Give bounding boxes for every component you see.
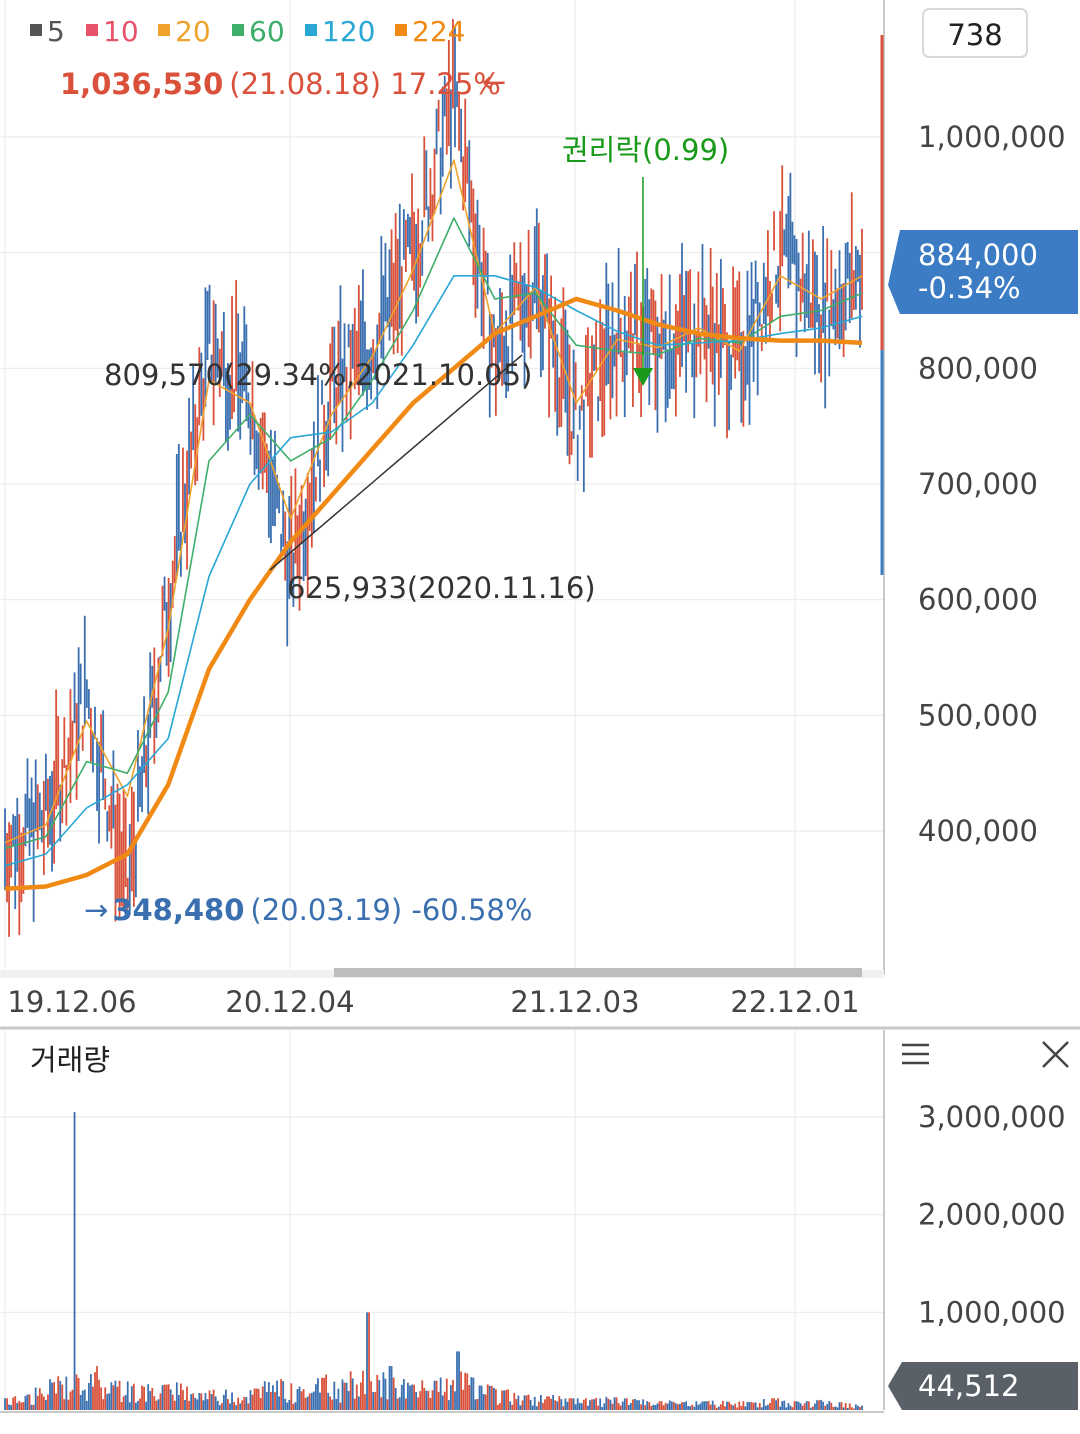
legend-swatch bbox=[232, 24, 244, 36]
price-y-tick-label: 700,000 bbox=[918, 467, 1038, 501]
close-icon[interactable] bbox=[1035, 1035, 1075, 1075]
scrollbar-thumb[interactable] bbox=[334, 968, 862, 977]
x-axis-label: 20.12.04 bbox=[225, 985, 354, 1019]
high-price-arrow: ← bbox=[482, 65, 506, 99]
trend-line bbox=[269, 354, 523, 571]
ma-line-20 bbox=[4, 159, 863, 844]
ma-line-60 bbox=[4, 217, 863, 850]
volume-panel-title: 거래량 bbox=[30, 1043, 110, 1077]
legend-item-20[interactable]: 20 bbox=[158, 15, 211, 48]
x-axis-label: 19.12.06 bbox=[7, 985, 136, 1019]
price-y-tick-label: 400,000 bbox=[918, 814, 1038, 848]
legend-item-60[interactable]: 60 bbox=[232, 15, 285, 48]
legend-swatch bbox=[395, 24, 407, 36]
ma-line-120 bbox=[4, 274, 863, 867]
ma-legend: 5 10 20 60 120 224 bbox=[30, 15, 465, 48]
legend-item-5[interactable]: 5 bbox=[30, 15, 65, 48]
volume-grid bbox=[0, 1030, 884, 1410]
high-price-annotation: 1,036,530 (21.08.18) 17.25% bbox=[60, 67, 501, 101]
volume-panel[interactable]: 거래량 bbox=[0, 1030, 884, 1410]
current-price-value: 884,000 bbox=[918, 238, 1038, 272]
price-annotations: 1,036,530 (21.08.18) 17.25%← → 348,480 (20.0… bbox=[60, 65, 729, 927]
x-axis-label: 21.12.03 bbox=[510, 985, 639, 1019]
x-axis-label: 22.12.01 bbox=[730, 985, 859, 1019]
price-y-tick-label: 500,000 bbox=[918, 698, 1038, 732]
legend-item-10[interactable]: 10 bbox=[86, 15, 139, 48]
price-panel[interactable]: 1,036,530 (21.08.18) 17.25%← → 348,480 (20.0… bbox=[0, 0, 884, 970]
legend-label: 224 bbox=[412, 15, 465, 48]
legend-swatch bbox=[158, 24, 170, 36]
price-y-tick-label: 1,000,000 bbox=[918, 120, 1066, 154]
low-price-annotation: → 348,480 (20.03.19) -60.58% bbox=[84, 893, 532, 927]
volume-y-axis: 3,000,000 2,000,000 1,000,000 bbox=[918, 1100, 1066, 1329]
volume-y-tick-label: 1,000,000 bbox=[918, 1295, 1066, 1329]
price-y-axis: 1,000,000 800,000 700,000 600,000 500,000 400… bbox=[918, 120, 1066, 848]
legend-label: 120 bbox=[322, 15, 375, 48]
price-grid bbox=[0, 0, 884, 970]
legend-label: 5 bbox=[47, 15, 65, 48]
legend-item-120[interactable]: 120 bbox=[305, 15, 375, 48]
current-volume-value: 44,512 bbox=[918, 1369, 1019, 1403]
legend-label: 20 bbox=[175, 15, 211, 48]
current-price-tag: 884,000 -0.34% bbox=[888, 230, 1078, 314]
x-axis: 19.12.06 20.12.04 21.12.03 22.12.01 bbox=[7, 985, 859, 1019]
volume-bars bbox=[4, 1112, 863, 1410]
trend-low-label: 625,933(2020.11.16) bbox=[287, 571, 596, 605]
legend-label: 60 bbox=[249, 15, 285, 48]
current-price-change: -0.34% bbox=[918, 271, 1021, 305]
moving-average-lines bbox=[4, 159, 863, 892]
volume-y-tick-label: 2,000,000 bbox=[918, 1198, 1066, 1232]
rights-event-label: 권리락(0.99) bbox=[562, 133, 729, 167]
legend-label: 10 bbox=[103, 15, 139, 48]
hamburger-menu-icon[interactable] bbox=[895, 1035, 937, 1075]
ma-line-224 bbox=[4, 296, 863, 892]
current-volume-tag: 44,512 bbox=[888, 1362, 1078, 1410]
trend-high-label: 809,570(29.34%,2021.10.05) bbox=[104, 358, 532, 392]
count-box[interactable]: 738 bbox=[922, 8, 1028, 58]
volume-y-tick-label: 3,000,000 bbox=[918, 1100, 1066, 1134]
price-y-tick-label: 600,000 bbox=[918, 583, 1038, 617]
legend-swatch bbox=[30, 24, 42, 36]
count-value: 738 bbox=[947, 18, 1002, 52]
rights-event-marker bbox=[633, 368, 653, 386]
legend-swatch bbox=[86, 24, 98, 36]
price-y-tick-label: 800,000 bbox=[918, 351, 1038, 385]
legend-item-224[interactable]: 224 bbox=[395, 15, 465, 48]
legend-swatch bbox=[305, 24, 317, 36]
